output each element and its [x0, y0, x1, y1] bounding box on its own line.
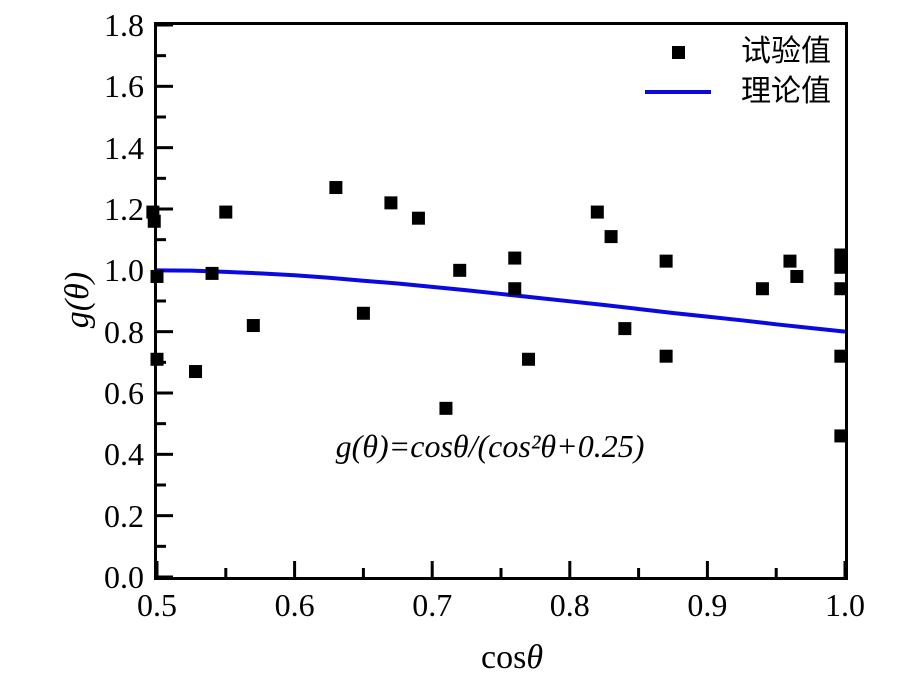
y-tick-label: 1.8 [104, 7, 144, 43]
y-tick-label: 1.6 [104, 68, 144, 105]
scatter-point [384, 196, 398, 210]
x-axis-label-symbol: θ [526, 639, 544, 676]
plot-canvas [146, 23, 848, 579]
scatter-point [834, 248, 848, 262]
scatter-point [189, 365, 203, 379]
x-tick-label: 0.6 [274, 587, 315, 623]
scatter-point [246, 319, 260, 333]
scatter-point [329, 181, 343, 195]
scatter-point [659, 254, 673, 268]
scatter-point [147, 214, 161, 228]
legend: 试验值 理论值 [643, 33, 831, 111]
x-tick-label: 0.8 [549, 587, 590, 623]
scatter-point [411, 211, 425, 225]
x-tick-label: 1.0 [825, 587, 865, 623]
y-tick-label: 0.0 [104, 559, 144, 595]
y-tick-label: 1.2 [104, 191, 144, 227]
scatter-point [604, 230, 618, 244]
x-tick-label: 0.5 [137, 587, 177, 623]
legend-label-experimental: 试验值 [741, 35, 831, 68]
scatter-point [205, 266, 219, 280]
theory-line [156, 268, 846, 334]
line-swatch-icon [645, 90, 711, 94]
y-tick-label: 1.0 [104, 252, 144, 289]
scatter-point [150, 269, 164, 283]
scatter-point [834, 282, 848, 296]
legend-entry-experimental: 试验值 [643, 33, 831, 71]
y-tick-label: 0.4 [104, 436, 144, 473]
legend-swatch-cell [643, 90, 713, 94]
scatter-point [219, 205, 233, 219]
scatter-point [356, 306, 370, 320]
plot-area: 试验值 理论值 [146, 22, 848, 580]
scatter-point [453, 263, 467, 277]
y-tick-label: 1.4 [104, 129, 144, 166]
square-marker-icon [671, 45, 685, 59]
scatter-point [834, 429, 848, 443]
scatter-point [834, 260, 848, 274]
x-axis-label-roman: cos [480, 639, 527, 676]
legend-entry-theory: 理论值 [643, 73, 831, 111]
scatter-point [439, 401, 453, 415]
scatter-point [755, 282, 769, 296]
scatter-point [783, 254, 797, 268]
scatter-point [590, 205, 604, 219]
scatter-point [508, 251, 522, 265]
scatter-point [618, 322, 632, 336]
scatter-point [659, 349, 673, 363]
scatter-point [508, 282, 522, 296]
y-tick-label: 0.8 [104, 313, 144, 350]
x-tick-label: 0.9 [687, 587, 728, 623]
scatter-point [790, 269, 804, 283]
x-axis-label: cosθ [412, 640, 612, 676]
scatter-point [834, 349, 848, 363]
scatter-point [522, 352, 536, 366]
legend-label-theory: 理论值 [741, 75, 831, 108]
formula-annotation: g(θ)=cosθ/(cos²θ+0.25) [335, 428, 645, 464]
y-tick-label: 0.6 [104, 375, 144, 411]
scatter-point [150, 352, 164, 366]
x-tick-label: 0.7 [412, 587, 453, 623]
y-tick-label: 0.2 [104, 497, 144, 534]
legend-swatch-cell [643, 45, 713, 59]
